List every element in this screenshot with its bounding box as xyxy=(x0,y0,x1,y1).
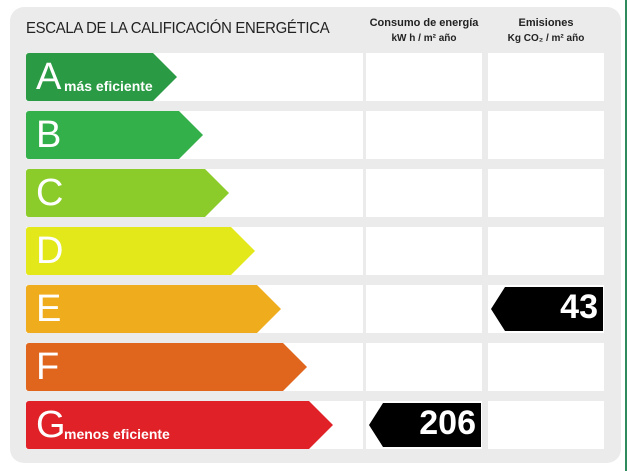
rating-letter: G xyxy=(36,404,66,446)
consumo-value: 206 xyxy=(419,404,476,442)
consumo-cell-b xyxy=(366,111,482,159)
rating-tag: más eficiente xyxy=(64,78,153,94)
consumo-cell-g: 206 xyxy=(366,401,482,449)
emisiones-cell-g xyxy=(488,401,604,449)
consumo-column-header: Consumo de energía kW h / m² año xyxy=(366,15,482,47)
rating-arrow-c xyxy=(26,169,229,217)
rating-letter: D xyxy=(36,230,64,272)
emisiones-cell-e: 43 xyxy=(488,285,604,333)
consumo-cell-d xyxy=(366,227,482,275)
rating-letter: E xyxy=(36,288,62,330)
emisiones-label: Emisiones xyxy=(518,17,574,29)
consumo-cell-e xyxy=(366,285,482,333)
emisiones-value: 43 xyxy=(560,288,598,326)
rating-arrow-f xyxy=(26,343,307,391)
rating-tag: menos eficiente xyxy=(64,426,170,442)
consumo-cell-c xyxy=(366,169,482,217)
consumo-value-badge xyxy=(369,403,481,447)
rating-letter: C xyxy=(36,172,64,214)
rating-arrow-e xyxy=(26,285,281,333)
emisiones-cell-f xyxy=(488,343,604,391)
rating-arrow-d xyxy=(26,227,255,275)
rating-letter: A xyxy=(36,56,62,98)
emisiones-column-header: Emisiones Kg CO₂ / m² año xyxy=(488,15,604,47)
emisiones-cell-c xyxy=(488,169,604,217)
consumo-label: Consumo de energía xyxy=(369,17,479,29)
right-edge-line xyxy=(625,0,627,471)
rating-arrow-b xyxy=(26,111,203,159)
rating-arrow-g xyxy=(26,401,333,449)
emisiones-unit: Kg CO₂ / m² año xyxy=(507,33,585,44)
rating-arrow-a xyxy=(26,53,177,101)
rating-letter: B xyxy=(36,114,62,156)
emisiones-cell-b xyxy=(488,111,604,159)
emisiones-value-badge xyxy=(491,287,603,331)
consumo-cell-a xyxy=(366,53,482,101)
scale-title: ESCALA DE LA CALIFICACIÓN ENERGÉTICA xyxy=(26,20,330,37)
consumo-cell-f xyxy=(366,343,482,391)
consumo-unit: kW h / m² año xyxy=(391,33,457,44)
emisiones-cell-d xyxy=(488,227,604,275)
emisiones-cell-a xyxy=(488,53,604,101)
rating-letter: F xyxy=(36,346,60,388)
